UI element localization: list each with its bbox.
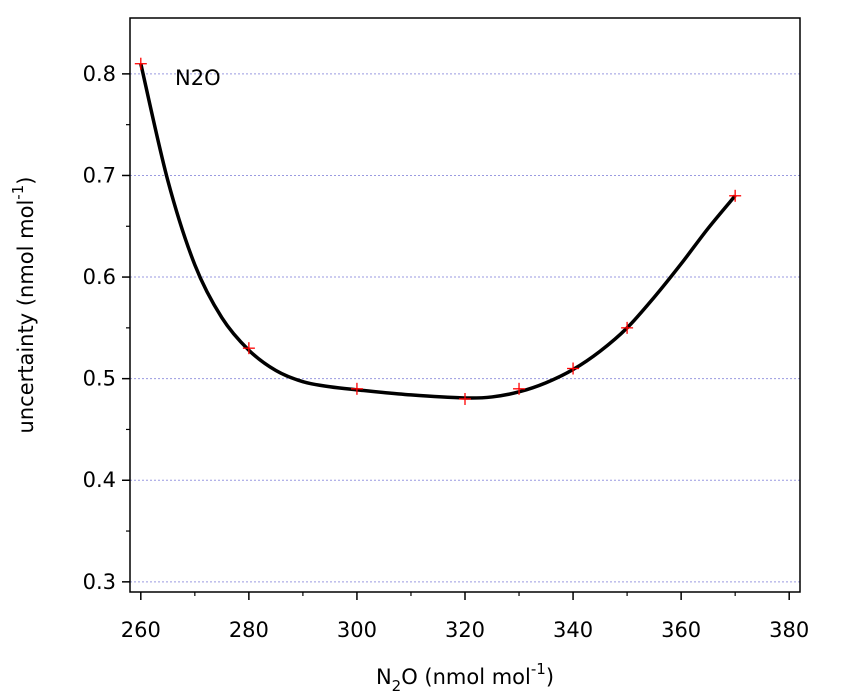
data-point-marker xyxy=(134,57,147,70)
plot-frame xyxy=(129,17,801,593)
data-point-marker xyxy=(513,382,526,395)
data-point-marker xyxy=(729,189,742,202)
x-tick-label: 340 xyxy=(553,618,593,642)
data-markers xyxy=(134,57,742,405)
x-tick-label: 380 xyxy=(769,618,809,642)
x-tick-label: 300 xyxy=(337,618,377,642)
x-tick-label: 280 xyxy=(229,618,269,642)
data-point-marker xyxy=(459,392,471,405)
y-tick-label: 0.6 xyxy=(83,265,116,289)
y-tick-label: 0.7 xyxy=(83,163,116,187)
axis-ticks: 0.3 0.4 0.5 0.6 0.7 0.8 260 280 300 320 340 360 380 xyxy=(83,62,810,642)
y-tick-label: 0.5 xyxy=(83,367,116,391)
y-tick-label: 0.4 xyxy=(83,468,116,492)
data-point-marker xyxy=(567,362,580,375)
y-tick-label: 0.3 xyxy=(83,570,116,594)
x-tick-label: 320 xyxy=(445,618,485,642)
data-point-marker xyxy=(621,321,634,334)
data-point-marker xyxy=(350,382,363,395)
x-tick-label: 360 xyxy=(661,618,701,642)
x-tick-label: 260 xyxy=(121,618,161,642)
fit-curve xyxy=(139,63,737,400)
fit-curve-layer xyxy=(139,63,737,400)
data-point-marker xyxy=(242,342,255,355)
series-annotation: N2O xyxy=(175,66,221,90)
y-tick-label: 0.8 xyxy=(83,62,116,86)
y-axis-title: uncertainty (nmol mol-1) xyxy=(9,177,38,434)
x-axis-title: N2O (nmol mol-1) xyxy=(376,660,554,695)
